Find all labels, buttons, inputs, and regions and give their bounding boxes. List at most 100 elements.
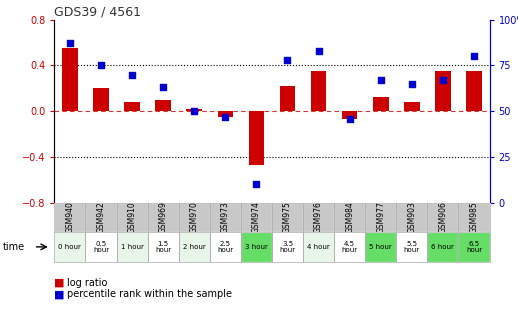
- Text: 5 hour: 5 hour: [369, 244, 392, 250]
- Bar: [54, 232, 85, 262]
- Bar: [54, 203, 85, 232]
- Bar: [365, 232, 396, 262]
- Text: GSM910: GSM910: [127, 201, 137, 233]
- Text: time: time: [3, 242, 25, 252]
- Text: GSM974: GSM974: [252, 201, 261, 233]
- Point: [314, 48, 323, 53]
- Bar: [427, 232, 458, 262]
- Bar: [241, 232, 272, 262]
- Bar: [124, 102, 140, 111]
- Text: 2.5
hour: 2.5 hour: [217, 241, 234, 253]
- Point: [190, 109, 198, 114]
- Bar: [117, 203, 148, 232]
- Text: GDS39 / 4561: GDS39 / 4561: [54, 6, 141, 18]
- Text: GSM976: GSM976: [314, 201, 323, 233]
- Text: GSM975: GSM975: [283, 201, 292, 233]
- Bar: [179, 232, 210, 262]
- Text: 0 hour: 0 hour: [59, 244, 81, 250]
- Bar: [466, 71, 482, 111]
- Bar: [241, 203, 272, 232]
- Bar: [210, 232, 241, 262]
- Text: GSM969: GSM969: [159, 201, 168, 233]
- Bar: [334, 232, 365, 262]
- Bar: [435, 71, 451, 111]
- Bar: [458, 203, 490, 232]
- Text: 6.5
hour: 6.5 hour: [466, 241, 482, 253]
- Point: [221, 114, 229, 119]
- Bar: [396, 232, 427, 262]
- Bar: [179, 203, 210, 232]
- Bar: [303, 232, 334, 262]
- Bar: [179, 203, 210, 232]
- Text: 4.5
hour: 4.5 hour: [341, 241, 358, 253]
- Text: GSM906: GSM906: [438, 201, 448, 233]
- Bar: [148, 203, 179, 232]
- Bar: [272, 203, 303, 232]
- Text: GSM970: GSM970: [190, 201, 199, 233]
- Bar: [280, 86, 295, 111]
- Bar: [373, 97, 388, 111]
- Bar: [458, 232, 490, 262]
- Point: [283, 57, 292, 62]
- Bar: [365, 203, 396, 232]
- Bar: [210, 232, 241, 262]
- Bar: [210, 203, 241, 232]
- Text: 3.5
hour: 3.5 hour: [279, 241, 296, 253]
- Point: [377, 77, 385, 83]
- Bar: [342, 111, 357, 119]
- Text: GSM903: GSM903: [407, 201, 416, 233]
- Text: ■: ■: [54, 278, 65, 288]
- Text: GSM973: GSM973: [221, 201, 230, 233]
- Point: [97, 63, 105, 68]
- Bar: [218, 111, 233, 117]
- Text: 1 hour: 1 hour: [121, 244, 143, 250]
- Text: 4 hour: 4 hour: [307, 244, 330, 250]
- Bar: [396, 203, 427, 232]
- Bar: [117, 232, 148, 262]
- Bar: [272, 232, 303, 262]
- Bar: [427, 232, 458, 262]
- Bar: [458, 203, 490, 232]
- Bar: [272, 232, 303, 262]
- Text: GSM942: GSM942: [96, 201, 106, 233]
- Point: [439, 77, 447, 83]
- Bar: [404, 102, 420, 111]
- Bar: [85, 203, 117, 232]
- Bar: [148, 232, 179, 262]
- Bar: [334, 203, 365, 232]
- Bar: [303, 232, 334, 262]
- Text: log ratio: log ratio: [67, 278, 108, 288]
- Bar: [303, 203, 334, 232]
- Text: 5.5
hour: 5.5 hour: [404, 241, 420, 253]
- Text: GSM940: GSM940: [65, 201, 75, 233]
- Text: GSM985: GSM985: [469, 201, 479, 233]
- Bar: [179, 232, 210, 262]
- Bar: [458, 232, 490, 262]
- Bar: [334, 232, 365, 262]
- Text: 0.5
hour: 0.5 hour: [93, 241, 109, 253]
- Text: GSM984: GSM984: [345, 201, 354, 233]
- Text: 2 hour: 2 hour: [183, 244, 206, 250]
- Text: 3 hour: 3 hour: [245, 244, 268, 250]
- Bar: [62, 48, 78, 111]
- Bar: [117, 232, 148, 262]
- Bar: [396, 232, 427, 262]
- Point: [346, 116, 354, 121]
- Bar: [272, 203, 303, 232]
- Bar: [85, 232, 117, 262]
- Bar: [396, 203, 427, 232]
- Bar: [85, 203, 117, 232]
- Bar: [427, 203, 458, 232]
- Bar: [427, 203, 458, 232]
- Bar: [249, 111, 264, 165]
- Text: GSM977: GSM977: [376, 201, 385, 233]
- Bar: [210, 203, 241, 232]
- Bar: [365, 232, 396, 262]
- Bar: [54, 232, 85, 262]
- Text: 6 hour: 6 hour: [431, 244, 454, 250]
- Text: percentile rank within the sample: percentile rank within the sample: [67, 289, 233, 299]
- Point: [159, 85, 167, 90]
- Text: 1.5
hour: 1.5 hour: [155, 241, 171, 253]
- Bar: [311, 71, 326, 111]
- Bar: [117, 203, 148, 232]
